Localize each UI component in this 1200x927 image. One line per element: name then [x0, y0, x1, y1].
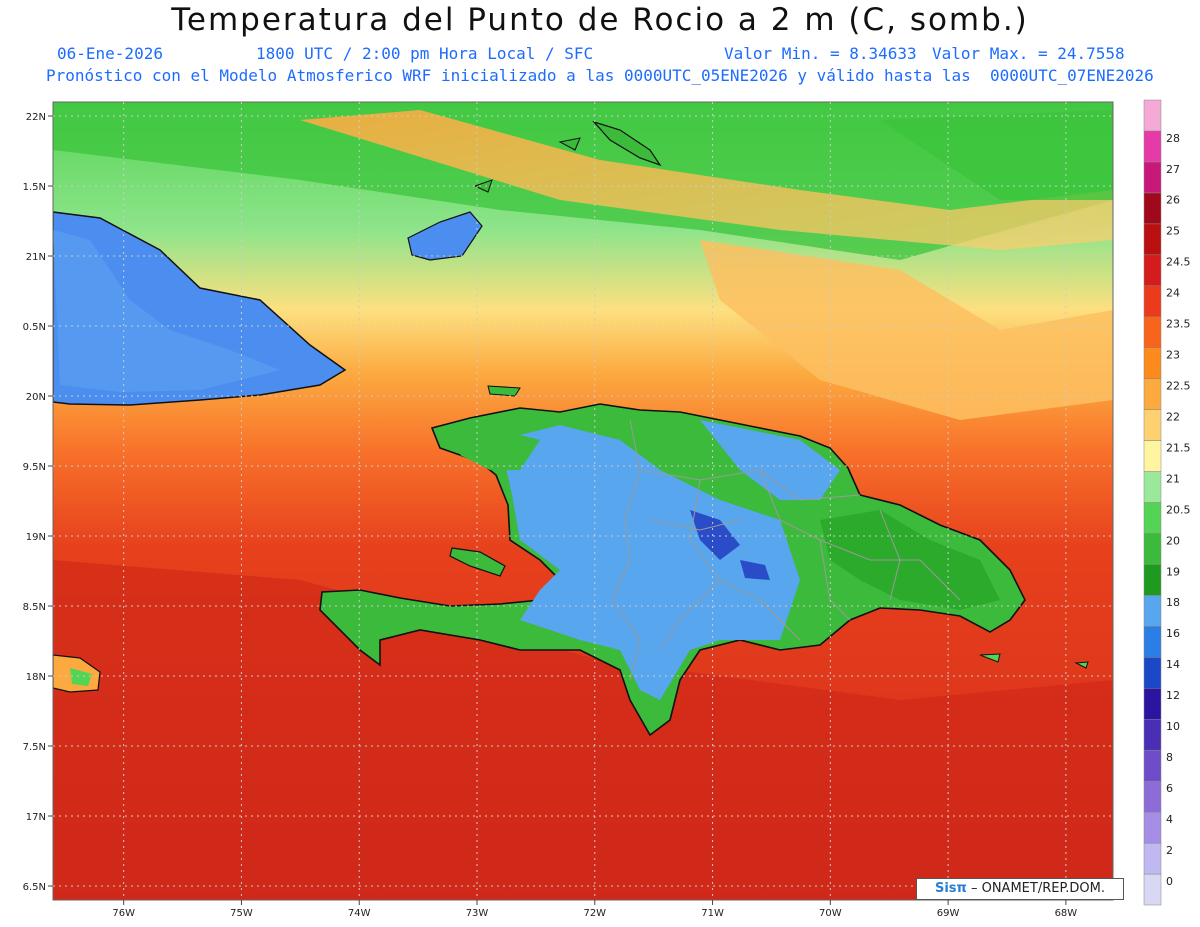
legend-swatch [1143, 626, 1162, 658]
legend-swatch [1143, 688, 1162, 720]
lon-tick-label: 71W [701, 908, 724, 919]
map-frame [52, 101, 1114, 901]
legend-swatch [1143, 192, 1162, 225]
lat-tick-label: 0.5N [23, 322, 46, 333]
graticule [53, 102, 1113, 900]
legend-level-label: 20.5 [1166, 503, 1191, 516]
lat-tick-label: 20N [26, 392, 46, 403]
legend-level-label: 16 [1166, 627, 1180, 640]
legend-level-label: 21.5 [1166, 441, 1191, 454]
legend-swatch [1143, 161, 1162, 194]
credit-brand: Sisπ [934, 881, 967, 896]
dewpoint-field [53, 102, 1113, 900]
forecast-date: 06-Ene-2026 [57, 44, 163, 63]
legend-level-label: 2 [1166, 844, 1173, 857]
legend-swatch [1143, 811, 1162, 844]
legend-level-label: 22 [1166, 410, 1180, 423]
longitude-axis: 76W 75W 74W 73W 72W 71W 70W 69W 68W [112, 900, 1077, 919]
legend-level-label: 0 [1166, 875, 1173, 888]
provincial-boundaries [611, 419, 961, 681]
model-info: Pronóstico con el Modelo Atmosferico WRF… [46, 66, 1154, 85]
forecast-time: 1800 UTC / 2:00 pm Hora Local / SFC [256, 44, 594, 63]
legend-level-label: 25 [1166, 225, 1180, 238]
lon-tick-label: 69W [937, 908, 960, 919]
legend-swatch [1143, 99, 1162, 132]
lat-tick-label: 18N [26, 672, 46, 683]
legend-swatch [1143, 130, 1162, 163]
lon-tick-label: 76W [112, 908, 135, 919]
legend-swatch [1143, 471, 1162, 503]
legend-swatch [1143, 440, 1162, 472]
legend-level-label: 23 [1166, 349, 1180, 362]
lat-tick-label: 17N [26, 812, 46, 823]
lat-tick-label: 22N [26, 112, 46, 123]
caicos-island [592, 120, 662, 167]
legend-swatch [1143, 842, 1162, 875]
legend-level-label: 6 [1166, 782, 1173, 795]
lat-tick-label: 19N [26, 532, 46, 543]
legend-swatch [1143, 316, 1162, 348]
lon-tick-label: 74W [348, 908, 371, 919]
color-legend: 024681012141618192020.52121.52222.52323.… [1143, 99, 1191, 906]
legend-swatch [1143, 347, 1162, 379]
lon-tick-label: 68W [1055, 908, 1078, 919]
legend-swatch [1143, 564, 1162, 596]
legend-swatch [1143, 657, 1162, 689]
lat-tick-label: 21N [26, 252, 46, 263]
legend-swatch [1143, 780, 1162, 813]
legend-level-label: 12 [1166, 689, 1180, 702]
lat-tick-label: 9.5N [23, 462, 46, 473]
legend-swatch [1143, 502, 1162, 534]
credit-text: – ONAMET/REP.DOM. [970, 881, 1105, 896]
legend-swatch [1143, 254, 1162, 287]
lon-tick-label: 73W [466, 908, 489, 919]
legend-level-label: 24.5 [1166, 256, 1191, 269]
lat-tick-label: 1.5N [23, 182, 46, 193]
lat-tick-label: 8.5N [23, 602, 46, 613]
lon-tick-label: 72W [583, 908, 606, 919]
legend-level-label: 28 [1166, 132, 1180, 145]
max-value: Valor Max. = 24.7558 [932, 44, 1125, 63]
legend-level-label: 24 [1166, 287, 1180, 300]
cordillera-central-cold [690, 510, 740, 560]
legend-swatch [1143, 409, 1162, 441]
legend-level-label: 10 [1166, 720, 1180, 733]
legend-level-label: 21 [1166, 472, 1180, 485]
lat-tick-label: 7.5N [23, 742, 46, 753]
legend-swatch [1143, 378, 1162, 410]
legend-swatch [1143, 595, 1162, 627]
legend-level-label: 4 [1166, 813, 1173, 826]
min-value: Valor Min. = 8.34633 [724, 44, 917, 63]
legend-level-label: 18 [1166, 596, 1180, 609]
legend-level-label: 22.5 [1166, 379, 1191, 392]
legend-level-label: 14 [1166, 658, 1180, 671]
legend-level-label: 19 [1166, 565, 1180, 578]
legend-level-label: 23.5 [1166, 318, 1191, 331]
legend-swatch [1143, 223, 1162, 256]
hispaniola-interior-cool [500, 425, 800, 700]
lat-tick-label: 6.5N [23, 882, 46, 893]
legend-swatch [1143, 749, 1162, 782]
legend-level-label: 27 [1166, 163, 1180, 176]
legend-swatch [1143, 873, 1162, 906]
legend-swatch [1143, 533, 1162, 565]
legend-level-label: 8 [1166, 751, 1173, 764]
lon-tick-label: 70W [819, 908, 842, 919]
gonave-island [449, 547, 506, 577]
legend-swatch [1143, 285, 1162, 317]
map-title: Temperatura del Punto de Rocio a 2 m (C,… [171, 2, 1029, 38]
latitude-axis: 22N 1.5N 21N 0.5N 20N 9.5N 19N 8.5N 18N 7.5N 17N 6.… [23, 112, 53, 893]
legend-level-label: 26 [1166, 194, 1180, 207]
lon-tick-label: 75W [230, 908, 253, 919]
legend-level-label: 20 [1166, 534, 1180, 547]
credit-box: Sisπ – ONAMET/REP.DOM. [916, 878, 1124, 900]
legend-swatch [1143, 718, 1162, 751]
